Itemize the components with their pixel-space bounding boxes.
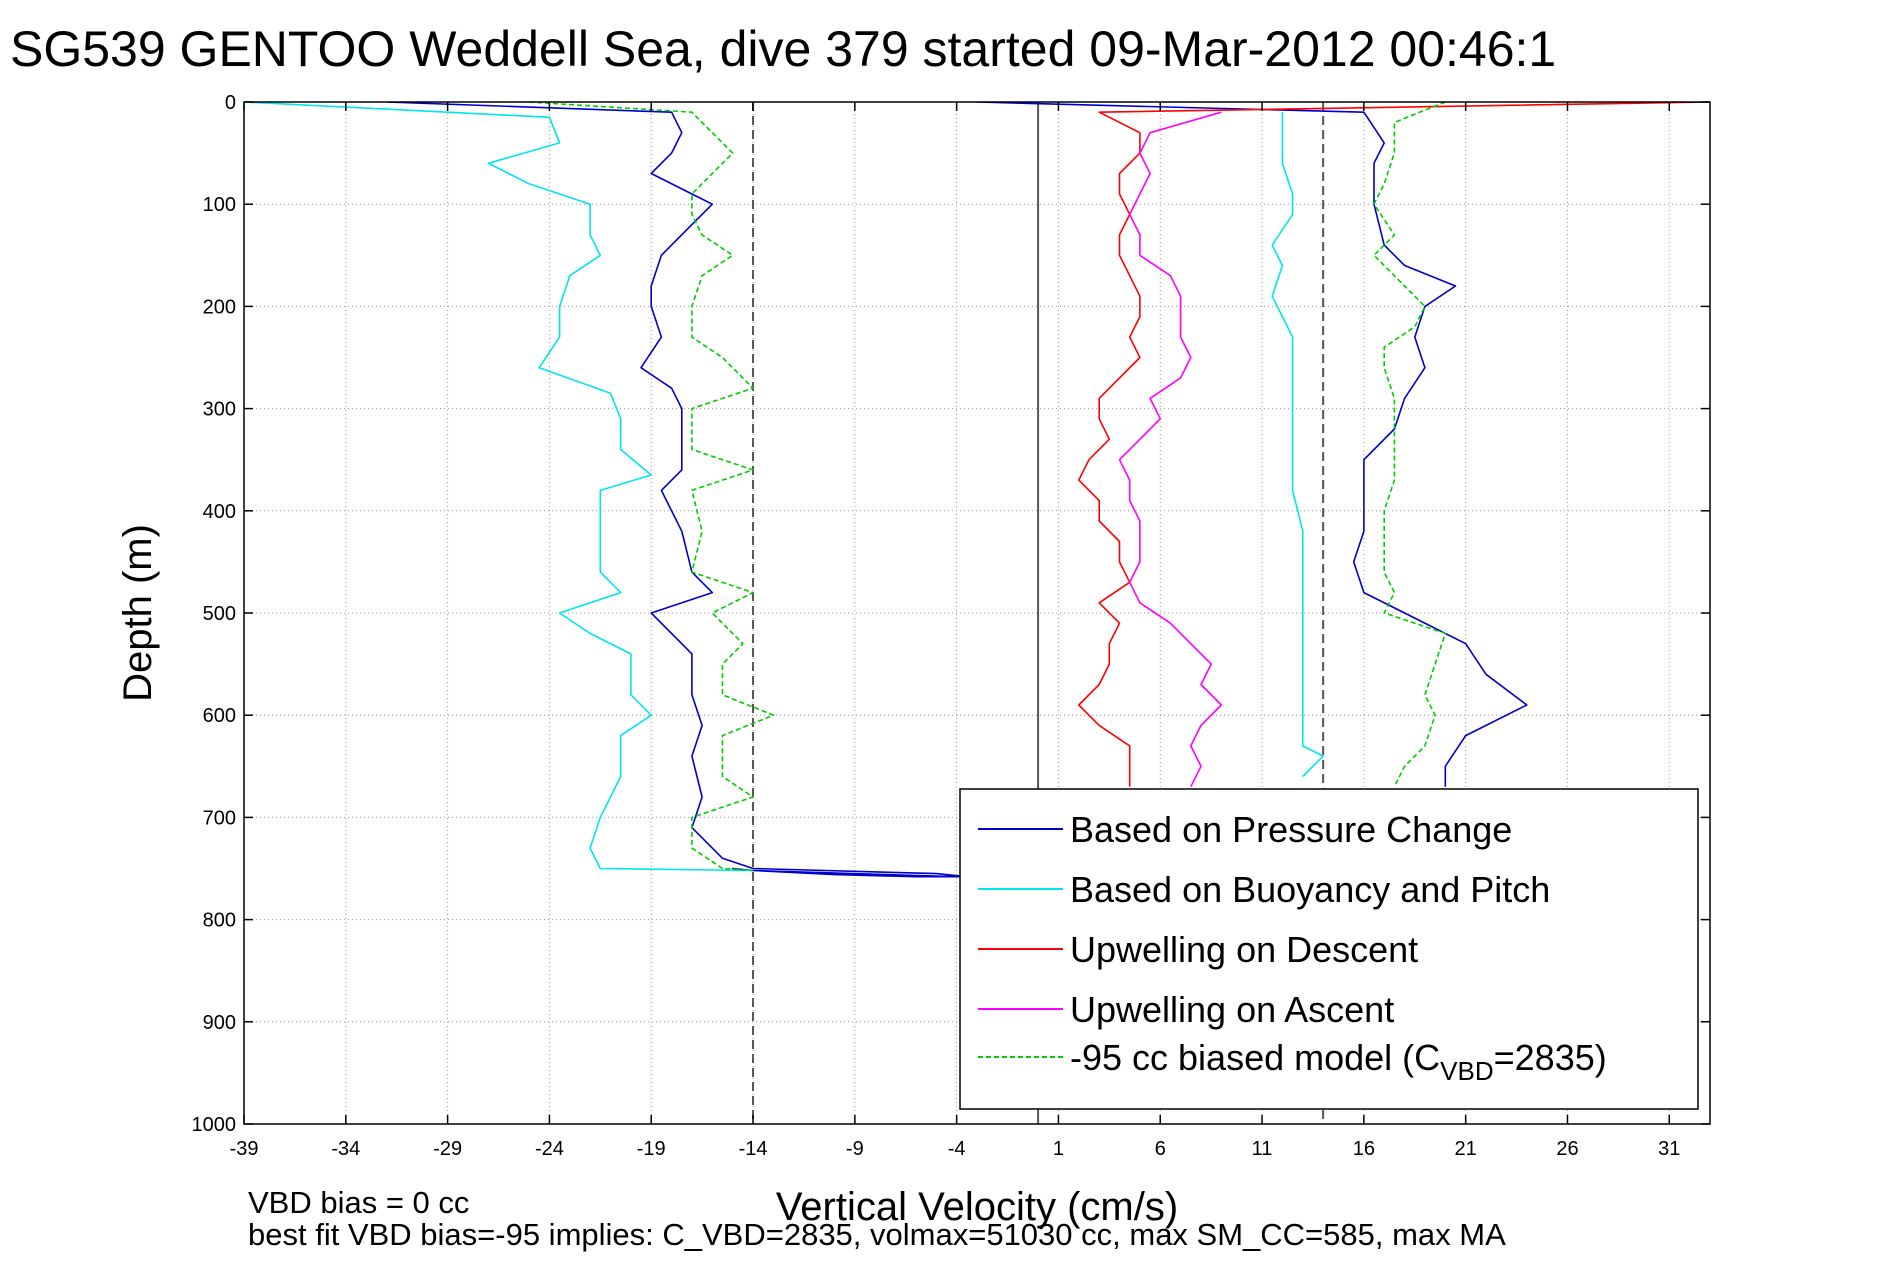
series-line-95-cc-biased-model-c <box>529 102 775 872</box>
series-line-95-cc-biased-model-c-ascent <box>1373 102 1447 788</box>
x-tick-label: -39 <box>230 1138 259 1160</box>
x-axis-label: Vertical Velocity (cm/s) <box>776 1185 1178 1229</box>
legend-label: Based on Pressure Change <box>1070 809 1512 850</box>
y-tick-label: 700 <box>203 807 236 829</box>
y-tick-label: 100 <box>203 194 236 216</box>
x-tick-label: 31 <box>1658 1138 1680 1160</box>
y-tick-label: 600 <box>203 705 236 727</box>
footer-line-2: best fit VBD bias=-95 implies: C_VBD=283… <box>248 1217 1506 1252</box>
x-tick-label: -29 <box>433 1138 462 1160</box>
legend: Based on Pressure Change Based on Buoyanc… <box>959 788 1699 1110</box>
chart-title: SG539 GENTOO Weddell Sea, dive 379 start… <box>10 21 1556 77</box>
y-tick-label: 200 <box>203 296 236 318</box>
x-axis-ticks: -39 -34 -29 -24 -19 -14 -9 -4 1 6 11 16 21 26 31 <box>230 102 1680 1160</box>
x-tick-label: 1 <box>1053 1138 1064 1160</box>
y-axis-label: Depth (m) <box>116 524 160 702</box>
y-tick-label: 300 <box>203 399 236 421</box>
y-tick-label: 0 <box>225 92 236 114</box>
x-tick-label: 11 <box>1252 1138 1273 1160</box>
y-tick-label: 500 <box>203 603 236 625</box>
legend-label: Based on Buoyancy and Pitch <box>1070 869 1550 910</box>
legend-label: -95 cc biased model (CVBD=2835) <box>1070 1037 1607 1086</box>
series-line-based-on-buoyancy-and-pitch <box>244 102 754 872</box>
legend-box <box>959 788 1699 1110</box>
x-tick-label: -19 <box>637 1138 666 1160</box>
series-lines <box>244 102 1710 878</box>
footer-line-1: VBD bias = 0 cc <box>248 1185 469 1220</box>
series-line-based-on-buoyancy-and-pitch-ascent <box>1271 112 1324 778</box>
y-tick-label: 400 <box>203 501 236 523</box>
series-line-upwelling-on-descent <box>1078 102 1710 787</box>
x-tick-label: 21 <box>1455 1138 1477 1160</box>
y-axis-ticks: 0 100 200 300 400 500 600 700 800 900 1000 <box>192 92 1710 1136</box>
y-tick-label: 800 <box>203 910 236 932</box>
legend-label: Upwelling on Ascent <box>1070 989 1394 1030</box>
x-tick-label: 6 <box>1155 1138 1166 1160</box>
y-tick-label: 900 <box>203 1012 236 1034</box>
y-tick-label: 1000 <box>192 1114 237 1136</box>
legend-label: Upwelling on Descent <box>1070 929 1418 970</box>
x-tick-label: -24 <box>535 1138 564 1160</box>
x-tick-label: 16 <box>1353 1138 1375 1160</box>
series-line-upwelling-on-ascent <box>1118 111 1223 788</box>
x-tick-label: 26 <box>1556 1138 1578 1160</box>
x-tick-label: -34 <box>331 1138 360 1160</box>
x-tick-label: -14 <box>739 1138 768 1160</box>
x-tick-label: -9 <box>846 1138 864 1160</box>
x-tick-label: -4 <box>948 1138 966 1160</box>
